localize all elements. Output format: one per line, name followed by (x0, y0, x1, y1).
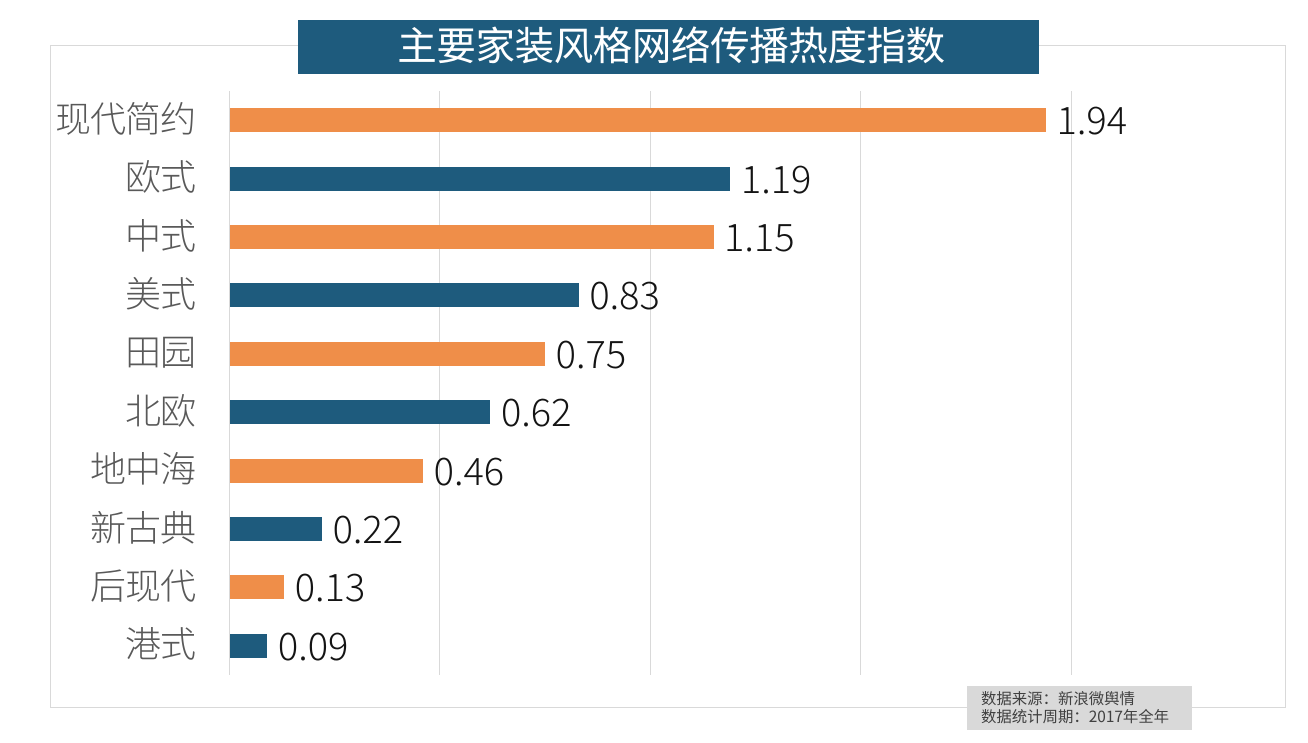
category-label: 新古典 (89, 499, 196, 552)
bar-新古典 (229, 517, 323, 541)
category-label: 田园 (124, 324, 196, 377)
category-label: 现代简约 (54, 90, 196, 143)
chart-title: 主要家装风格网络传播热度指数 (397, 15, 945, 72)
gridline-x-0.5 (439, 91, 441, 675)
gridline-x-0 (229, 91, 230, 675)
category-label: 美式 (124, 265, 196, 318)
value-label: 1.94 (1056, 90, 1128, 146)
bar-后现代 (229, 575, 285, 600)
value-label: 0.62 (500, 382, 572, 438)
value-label: 0.75 (555, 323, 627, 379)
gridline-x-2 (1070, 91, 1072, 675)
bar-美式 (229, 283, 579, 308)
category-label: 后现代 (89, 557, 196, 610)
bar-中式 (229, 225, 714, 249)
category-label: 中式 (124, 207, 196, 260)
data-source-line: 数据来源：新浪微舆情 (981, 686, 1135, 709)
gridline-x-1.5 (860, 91, 862, 675)
category-label: 地中海 (89, 441, 196, 494)
value-label: 0.09 (277, 615, 349, 671)
value-label: 1.15 (724, 207, 795, 262)
value-label: 0.83 (589, 265, 660, 321)
bar-北欧 (229, 400, 491, 425)
value-label: 1.19 (740, 148, 812, 204)
category-label: 港式 (124, 616, 196, 669)
bar-田园 (229, 341, 546, 366)
bar-港式 (229, 633, 268, 658)
chart-title-banner: 主要家装风格网络传播热度指数 (298, 19, 1039, 74)
data-source-box: 数据来源：新浪微舆情 数据统计周期：2017年全年 (967, 686, 1192, 730)
category-label: 北欧 (124, 382, 196, 435)
data-source-line: 数据统计周期：2017年全年 (981, 705, 1170, 728)
bar-欧式 (229, 166, 731, 191)
bar-地中海 (229, 458, 424, 483)
value-label: 0.13 (294, 557, 366, 613)
bar-现代简约 (229, 108, 1047, 133)
category-label: 欧式 (124, 149, 196, 202)
gridline-x-1 (649, 91, 651, 675)
value-label: 0.46 (433, 440, 505, 496)
value-label: 0.22 (332, 499, 404, 554)
